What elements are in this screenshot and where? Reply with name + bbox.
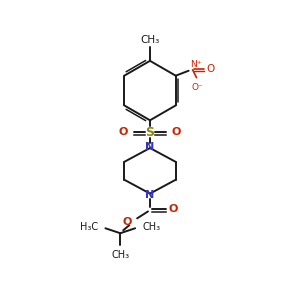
Text: H₃C: H₃C (80, 222, 98, 232)
Text: N⁺: N⁺ (190, 60, 202, 69)
Text: O: O (169, 204, 178, 214)
Text: CH₃: CH₃ (142, 222, 160, 232)
Text: O: O (206, 64, 215, 74)
Text: O⁻: O⁻ (192, 82, 203, 91)
Text: S: S (146, 126, 154, 139)
Text: O: O (123, 217, 132, 227)
Text: O: O (172, 127, 181, 137)
Text: CH₃: CH₃ (140, 35, 160, 45)
Text: O: O (119, 127, 128, 137)
Text: N: N (146, 142, 154, 152)
Text: CH₃: CH₃ (111, 250, 129, 260)
Text: N: N (146, 190, 154, 200)
